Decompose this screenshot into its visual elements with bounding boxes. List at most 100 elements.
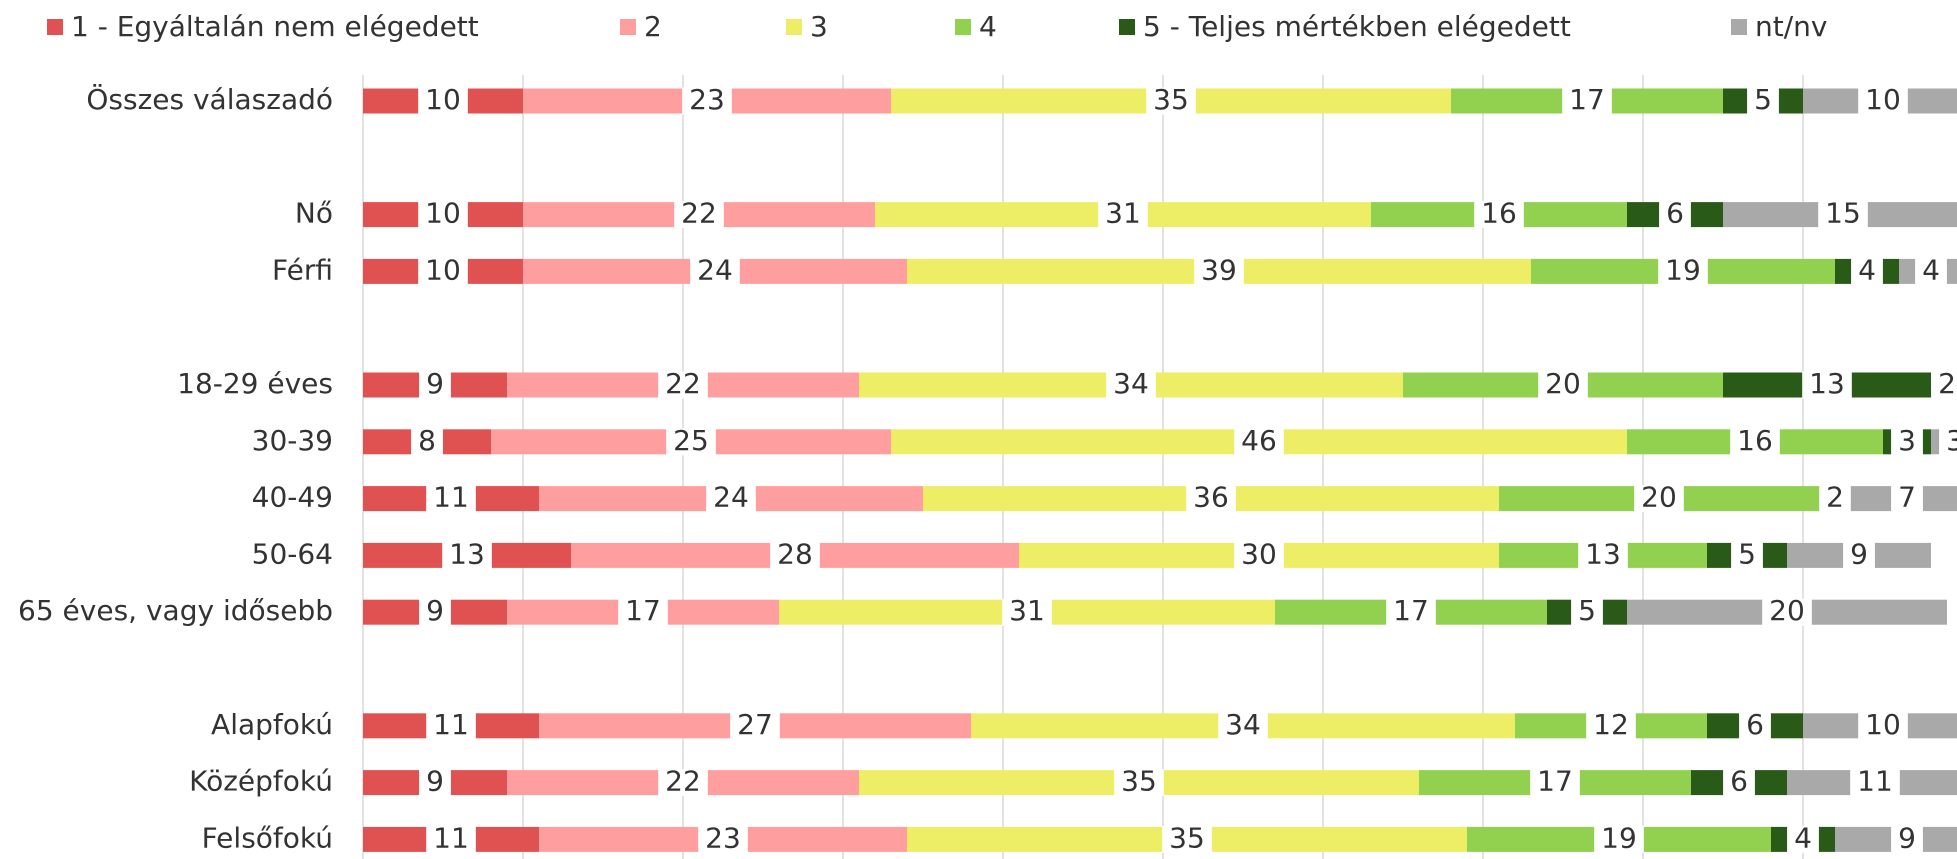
value-label: 16 (1481, 197, 1517, 230)
label-background (1939, 428, 1957, 456)
label-background (674, 201, 724, 229)
label-background (419, 598, 451, 626)
value-label: 17 (1569, 83, 1605, 116)
label-background (1931, 371, 1957, 399)
value-label: 2 (1938, 367, 1956, 400)
category-label: 30-39 (252, 424, 333, 457)
legend-swatch (786, 19, 802, 35)
value-label: 4 (1794, 821, 1812, 854)
legend-swatch (1119, 19, 1135, 35)
value-label: 11 (433, 708, 469, 741)
value-label: 4 (1858, 253, 1876, 286)
label-background (1098, 201, 1148, 229)
label-background (1586, 712, 1636, 740)
label-background (1819, 485, 1851, 513)
label-background (1234, 541, 1284, 569)
value-label: 13 (449, 537, 485, 570)
value-label: 31 (1105, 197, 1141, 230)
label-background (1858, 712, 1908, 740)
value-label: 34 (1113, 367, 1149, 400)
label-background (1571, 598, 1603, 626)
label-background (1723, 769, 1755, 797)
value-label: 34 (1225, 708, 1261, 741)
legend-label: 5 - Teljes mértékben elégedett (1143, 10, 1571, 43)
label-background (1891, 428, 1923, 456)
category-label: Nő (295, 197, 333, 230)
label-background (682, 87, 732, 115)
value-label: 13 (1809, 367, 1845, 400)
value-label: 9 (426, 594, 444, 627)
label-background (1747, 87, 1779, 115)
value-label: 3 (1946, 424, 1957, 457)
legend-swatch (1731, 19, 1747, 35)
category-label: Férfi (272, 253, 333, 286)
label-background (426, 712, 476, 740)
label-background (418, 87, 468, 115)
value-label: 22 (681, 197, 717, 230)
value-label: 16 (1737, 424, 1773, 457)
category-label: 18-29 éves (177, 367, 333, 400)
category-label: 65 éves, vagy idősebb (18, 594, 333, 627)
value-label: 31 (1009, 594, 1045, 627)
value-label: 10 (425, 83, 461, 116)
label-background (418, 201, 468, 229)
label-background (658, 371, 708, 399)
label-background (1658, 257, 1708, 285)
value-label: 5 (1578, 594, 1596, 627)
category-label: Középfokú (189, 765, 333, 798)
label-background (730, 712, 780, 740)
value-label: 23 (705, 821, 741, 854)
label-background (1850, 769, 1900, 797)
label-background (690, 257, 740, 285)
value-label: 9 (1898, 821, 1916, 854)
label-background (1474, 201, 1524, 229)
value-label: 23 (689, 83, 725, 116)
category-label: Alapfokú (211, 708, 333, 741)
label-background (1858, 87, 1908, 115)
legend-swatch (955, 19, 971, 35)
label-background (1739, 712, 1771, 740)
value-label: 5 (1738, 537, 1756, 570)
value-label: 24 (713, 481, 749, 514)
value-label: 24 (697, 253, 733, 286)
value-label: 6 (1730, 765, 1748, 798)
label-background (1915, 257, 1947, 285)
label-background (442, 541, 492, 569)
value-label: 20 (1769, 594, 1805, 627)
value-label: 28 (777, 537, 813, 570)
label-background (666, 428, 716, 456)
label-background (1802, 371, 1852, 399)
label-background (426, 485, 476, 513)
legend-swatch (620, 19, 636, 35)
value-label: 22 (665, 367, 701, 400)
category-label: 50-64 (252, 537, 333, 570)
value-label: 35 (1121, 765, 1157, 798)
label-background (658, 769, 708, 797)
label-background (1106, 371, 1156, 399)
value-label: 4 (1922, 253, 1940, 286)
value-label: 10 (1865, 708, 1901, 741)
label-background (1162, 825, 1212, 853)
value-label: 25 (673, 424, 709, 457)
legend-swatch (47, 19, 63, 35)
value-label: 2 (1826, 481, 1844, 514)
value-label: 35 (1153, 83, 1189, 116)
category-label: Összes válaszadó (86, 82, 333, 116)
label-background (1851, 257, 1883, 285)
value-label: 46 (1241, 424, 1277, 457)
label-background (1114, 769, 1164, 797)
value-label: 27 (737, 708, 773, 741)
category-label: Felsőfokú (202, 821, 333, 854)
value-label: 7 (1898, 481, 1916, 514)
label-background (1891, 485, 1923, 513)
label-background (1234, 428, 1284, 456)
value-label: 20 (1545, 367, 1581, 400)
value-label: 9 (426, 367, 444, 400)
label-background (1594, 825, 1644, 853)
value-label: 15 (1825, 197, 1861, 230)
label-background (1731, 541, 1763, 569)
value-label: 10 (425, 253, 461, 286)
value-label: 11 (433, 821, 469, 854)
value-label: 39 (1201, 253, 1237, 286)
